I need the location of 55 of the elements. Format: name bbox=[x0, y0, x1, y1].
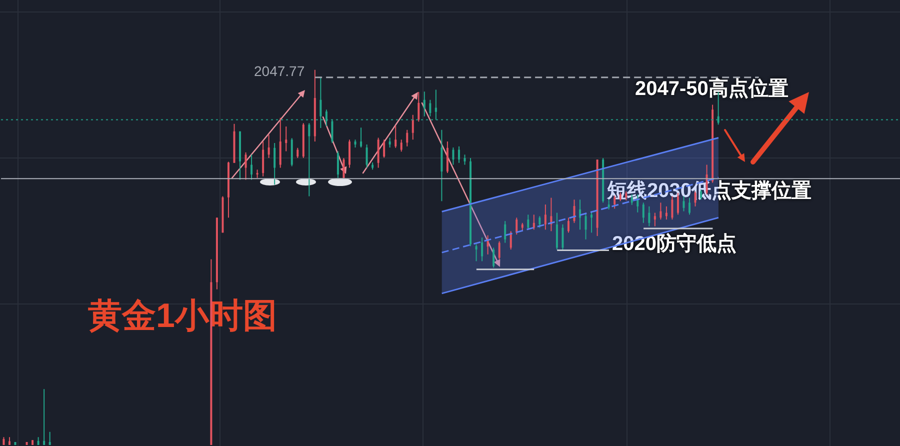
candlestick bbox=[475, 244, 478, 262]
candlestick bbox=[642, 202, 644, 224]
candlestick bbox=[446, 141, 448, 174]
candlestick bbox=[654, 212, 656, 227]
candlestick bbox=[366, 144, 368, 168]
candlestick bbox=[296, 147, 299, 159]
candlestick bbox=[492, 247, 495, 268]
candlestick bbox=[400, 139, 402, 152]
candlestick bbox=[279, 117, 282, 168]
candlestick bbox=[671, 196, 674, 220]
candlestick bbox=[423, 91, 426, 117]
candlestick bbox=[244, 152, 247, 180]
candlestick bbox=[406, 129, 408, 147]
candlestick bbox=[452, 147, 454, 166]
candlestick bbox=[308, 122, 310, 197]
candlestick bbox=[48, 431, 51, 445]
candlestick bbox=[268, 134, 270, 159]
candlestick bbox=[625, 190, 628, 201]
candlestick bbox=[504, 220, 506, 244]
candlestick bbox=[383, 139, 386, 158]
candlestick bbox=[567, 217, 570, 234]
candlestick bbox=[412, 114, 414, 140]
candlestick bbox=[498, 240, 500, 260]
candlestick bbox=[360, 127, 362, 148]
candlestick bbox=[608, 199, 610, 210]
candlestick bbox=[43, 388, 46, 445]
candlestick bbox=[285, 126, 288, 152]
candlestick bbox=[562, 224, 564, 250]
candlestick bbox=[532, 214, 535, 230]
candlestick bbox=[458, 146, 460, 164]
candlestick bbox=[418, 91, 420, 122]
candlestick bbox=[556, 212, 558, 250]
candlestick bbox=[342, 158, 345, 178]
candlestick bbox=[377, 137, 380, 168]
candlestick bbox=[544, 204, 546, 230]
candlestick bbox=[688, 197, 691, 216]
candlestick bbox=[250, 154, 253, 180]
annotation: 2047.77 bbox=[254, 63, 305, 80]
candlestick bbox=[590, 210, 593, 234]
candlestick bbox=[429, 99, 432, 117]
candlestick bbox=[336, 150, 339, 178]
candlestick bbox=[274, 142, 276, 186]
candlestick bbox=[584, 212, 587, 240]
candlestick bbox=[262, 141, 264, 177]
candlestick bbox=[660, 202, 662, 220]
candlestick bbox=[348, 139, 350, 168]
candlestick bbox=[388, 137, 391, 148]
candlestick bbox=[481, 237, 484, 262]
candlestick bbox=[394, 125, 397, 148]
candlestick bbox=[516, 217, 518, 236]
candlestick bbox=[648, 206, 650, 227]
annotation: 2047-50高点位置 bbox=[635, 78, 788, 100]
candlestick bbox=[527, 214, 530, 230]
candlestick bbox=[538, 216, 541, 228]
candlestick bbox=[464, 154, 466, 166]
